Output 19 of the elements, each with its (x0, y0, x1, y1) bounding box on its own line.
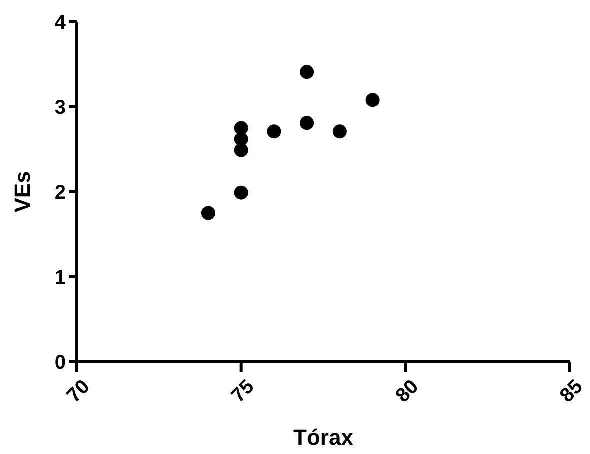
x-tick-label: 75 (227, 376, 259, 408)
y-tick-label: 4 (54, 12, 67, 34)
y-tick-label: 2 (54, 182, 66, 204)
y-axis-title: VEs (10, 171, 35, 213)
point (267, 124, 282, 139)
point (366, 93, 380, 108)
y-tick-label: 1 (54, 267, 66, 289)
point (234, 186, 248, 200)
x-tick-label: 70 (63, 376, 94, 408)
point (300, 116, 314, 130)
point (300, 65, 314, 80)
x-tick-label: 80 (392, 376, 424, 408)
point (234, 121, 248, 136)
point (332, 124, 347, 139)
y-tick-label: 0 (54, 352, 66, 374)
x-axis-title: Tórax (294, 425, 354, 450)
point (201, 206, 216, 220)
y-tick-label: 3 (54, 97, 66, 119)
x-tick-label: 85 (556, 376, 588, 408)
